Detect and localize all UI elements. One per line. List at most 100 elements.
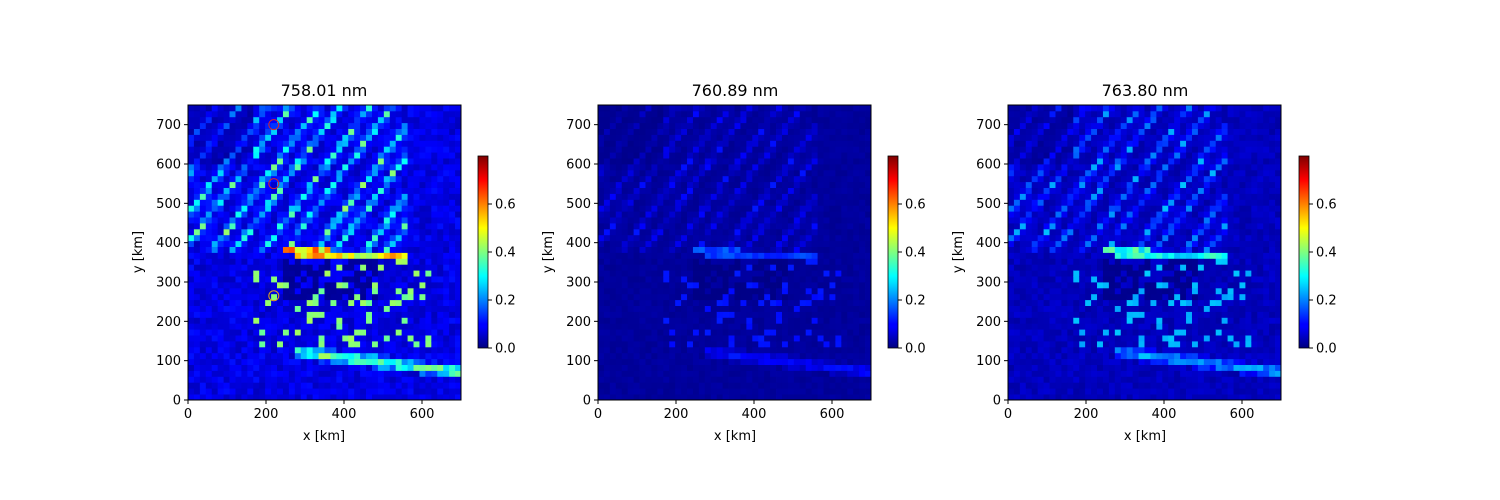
heatmap-cell [455, 341, 462, 348]
heatmap-cell [859, 105, 866, 112]
heatmap-cell [687, 335, 694, 342]
heatmap-cell [764, 335, 771, 342]
heatmap-cell [413, 358, 420, 365]
heatmap-cell [615, 158, 623, 165]
heatmap-cell [199, 311, 207, 318]
heatmap-cell [449, 299, 456, 306]
heatmap-cell [312, 128, 319, 135]
heatmap-cell [657, 175, 664, 183]
heatmap-cell [306, 187, 314, 194]
heatmap-cell [306, 287, 314, 295]
heatmap-cell [377, 329, 385, 336]
heatmap-cell [859, 382, 866, 389]
heatmap-cell [687, 317, 694, 324]
heatmap-cell [627, 388, 634, 395]
heatmap-cell [271, 376, 278, 383]
heatmap-cell [354, 228, 361, 236]
heatmap-cell [413, 128, 420, 135]
heatmap-cell [265, 276, 272, 283]
heatmap-cell [443, 287, 450, 295]
heatmap-cell [853, 370, 860, 377]
heatmap-cell [419, 199, 426, 206]
heatmap-cell [746, 346, 753, 354]
heatmap-cell [663, 358, 670, 365]
heatmap-cell [663, 252, 670, 259]
heatmap-cell [1025, 293, 1033, 301]
heatmap-cell [407, 110, 414, 118]
heatmap-cell [342, 116, 349, 124]
heatmap-cell [348, 152, 355, 159]
heatmap-cell [217, 217, 224, 224]
heatmap-cell [615, 187, 623, 194]
heatmap-cell [294, 187, 302, 194]
heatmap-cell [324, 287, 331, 295]
heatmap-cell [621, 394, 629, 401]
heatmap-cell [371, 352, 379, 360]
heatmap-cell [383, 122, 391, 129]
heatmap-cell [793, 311, 801, 318]
heatmap-cell [306, 282, 314, 289]
heatmap-cell [770, 388, 777, 395]
heatmap-cell [211, 341, 219, 348]
heatmap-cell [259, 105, 266, 112]
heatmap-cell [805, 110, 813, 118]
heatmap-cell [740, 187, 747, 194]
heatmap-cell [366, 199, 373, 206]
heatmap-cell [681, 181, 688, 188]
heatmap-cell [199, 240, 207, 247]
heatmap-cell [746, 341, 753, 348]
heatmap-cell [621, 140, 629, 147]
heatmap-cell [859, 146, 866, 153]
heatmap-cell [425, 258, 432, 265]
heatmap-cell [728, 323, 735, 330]
heatmap-cell [598, 252, 605, 259]
heatmap-cell [847, 187, 854, 194]
heatmap-cell [1013, 128, 1021, 135]
heatmap-cell [217, 364, 224, 371]
heatmap-cell [443, 193, 450, 200]
heatmap-cell [199, 258, 207, 265]
heatmap-cell [770, 305, 777, 312]
heatmap-cell [253, 258, 260, 265]
heatmap-cell [306, 110, 314, 118]
heatmap-cell [455, 110, 462, 118]
heatmap-cell [217, 382, 224, 389]
heatmap-cell [805, 146, 813, 153]
heatmap-cell [1037, 270, 1044, 277]
heatmap-cell [193, 287, 201, 295]
heatmap-cell [758, 146, 765, 153]
heatmap-cell [1025, 240, 1033, 247]
heatmap-cell [710, 228, 718, 236]
heatmap-cell [740, 346, 747, 354]
heatmap-cell [294, 105, 302, 112]
heatmap-cell [781, 223, 789, 230]
heatmap-cell [859, 293, 866, 301]
heatmap-cell [764, 293, 771, 301]
heatmap-cell [205, 234, 213, 242]
heatmap-cell [847, 205, 854, 212]
heatmap-cell [841, 382, 848, 389]
heatmap-cell [336, 264, 343, 271]
heatmap-cell [265, 205, 272, 212]
heatmap-cell [277, 276, 284, 283]
heatmap-cell [657, 335, 664, 342]
heatmap-cell [704, 382, 712, 389]
heatmap-cell [627, 169, 634, 177]
heatmap-cell [698, 364, 706, 371]
heatmap-cell [271, 223, 278, 230]
heatmap-cell [288, 193, 296, 200]
heatmap-cell [425, 276, 432, 283]
heatmap-cell [431, 140, 438, 147]
heatmap-cell [383, 287, 391, 295]
heatmap-cell [407, 388, 414, 395]
heatmap-cell [692, 329, 700, 336]
heatmap-cell [306, 240, 314, 247]
heatmap-cell [449, 110, 456, 118]
heatmap-cell [621, 299, 629, 306]
heatmap-cell [728, 311, 735, 318]
heatmap-cell [1025, 152, 1033, 159]
heatmap-cell [627, 317, 634, 324]
heatmap-cell [859, 240, 866, 247]
heatmap-cell [770, 287, 777, 295]
heatmap-cell [847, 116, 854, 124]
